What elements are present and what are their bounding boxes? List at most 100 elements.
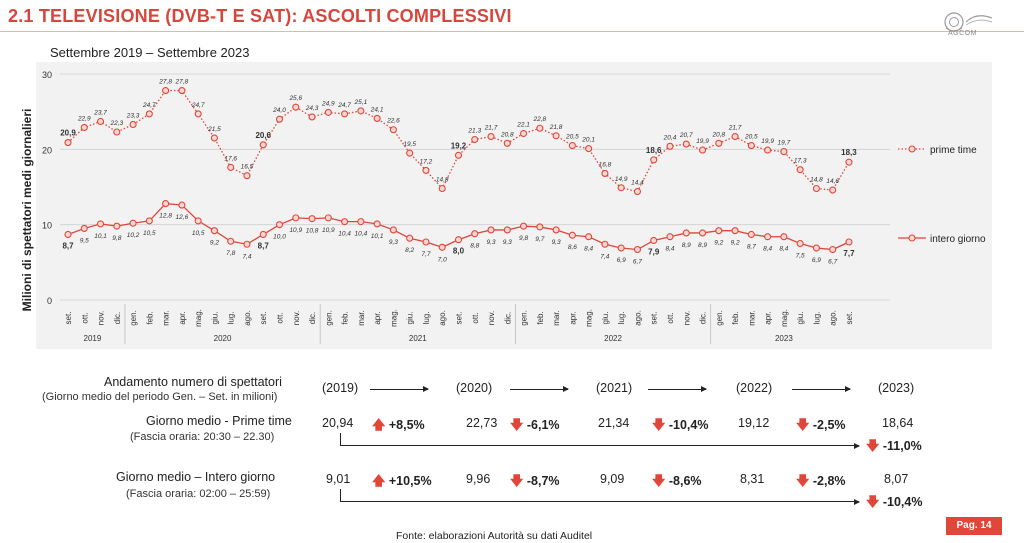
- intero-giorno-point: [666, 233, 674, 241]
- prime-time-data-label: 25,6: [288, 95, 302, 102]
- intero-giorno-point: [145, 217, 153, 225]
- year-arrow: [792, 386, 851, 392]
- y-tick-label: 20: [42, 145, 52, 155]
- year-label: 2020: [214, 334, 232, 343]
- intero-giorno-data-label: 6,9: [812, 257, 821, 264]
- arrow-down-icon: 🡇: [866, 438, 880, 453]
- prime-time-data-label: 20,1: [581, 137, 595, 144]
- prime-time-point: [487, 132, 495, 141]
- prime-time-point: [471, 135, 479, 144]
- arrow-down-icon: 🡇: [796, 417, 810, 432]
- intero-giorno-point: [389, 226, 397, 234]
- x-tick-label: mar.: [552, 310, 561, 326]
- prime-time-point: [194, 110, 202, 118]
- x-tick-label: nov.: [97, 311, 106, 326]
- prime-time-point: [845, 158, 853, 166]
- year-label: 2023: [775, 334, 793, 343]
- intero-giorno-data-label: 9,7: [535, 236, 544, 243]
- intero-giorno-point: [129, 219, 137, 227]
- prime-change-2023: 🡇 -2,5%: [796, 416, 846, 438]
- x-tick-label: gen.: [715, 310, 724, 326]
- intero-giorno-data-label: 8,7: [258, 241, 270, 250]
- x-tick-label: mar.: [162, 310, 171, 326]
- prime-time-data-label: 14,9: [615, 176, 628, 183]
- prime-time-data-label: 24,7: [142, 102, 156, 109]
- x-tick-label: ott.: [471, 312, 480, 323]
- intero-giorno-point: [633, 245, 642, 254]
- line-chart: 0 10 20 30 Milioni di spettatori medi giorna…: [20, 70, 986, 344]
- prime-time-data-label: 20,5: [744, 134, 758, 141]
- intero-giorno-point: [308, 215, 316, 223]
- prime-time-data-label: 19,7: [778, 140, 791, 147]
- prime-time-point: [731, 132, 739, 141]
- prime-time-data-label: 24,9: [321, 100, 335, 107]
- intero-giorno-data-label: 10,8: [306, 228, 319, 235]
- x-tick-label: ago.: [243, 310, 252, 326]
- intero-giorno-point: [194, 217, 202, 225]
- intero-giorno-point: [341, 218, 349, 226]
- prime-time-point: [96, 117, 105, 126]
- intero-giorno-data-label: 8,0: [453, 247, 465, 256]
- prime-time-sublabel: (Fascia oraria: 20:30 – 22.30): [130, 431, 275, 443]
- prime-time-data-label: 20,6: [255, 131, 271, 140]
- day-total-bracket: [340, 489, 860, 505]
- prime-time-point: [129, 120, 137, 129]
- intero-giorno-point: [520, 222, 528, 230]
- intero-giorno-point: [96, 220, 105, 228]
- intero-giorno-data-label: 10,2: [127, 232, 140, 239]
- prime-time-point: [227, 163, 235, 171]
- x-tick-label: feb.: [341, 311, 350, 324]
- day-value-2020: 9,96: [466, 472, 491, 486]
- intero-giorno-point: [259, 230, 267, 239]
- intero-giorno-point: [715, 227, 723, 235]
- intero-giorno-data-label: 12,6: [176, 214, 189, 221]
- prime-value-2019: 20,94: [322, 416, 354, 430]
- x-tick-label: set.: [259, 312, 268, 325]
- y-tick-label: 0: [47, 296, 52, 306]
- intero-giorno-point: [80, 224, 88, 232]
- x-tick-label: ago.: [438, 310, 447, 326]
- x-tick-label: giu.: [210, 312, 219, 325]
- day-change-2023: 🡇 -2,8%: [796, 472, 846, 494]
- prime-time-data-label: 17,2: [420, 158, 433, 165]
- day-sublabel: (Fascia oraria: 02:00 – 25:59): [126, 488, 271, 500]
- prime-time-point: [308, 113, 316, 121]
- x-tick-label: mag.: [780, 309, 789, 327]
- arrow-down-icon: 🡇: [652, 473, 666, 488]
- prime-time-data-label: 18,6: [646, 146, 662, 155]
- prime-change-2020: 🡅 +8,5%: [372, 416, 425, 438]
- intero-giorno-point: [503, 226, 511, 234]
- x-tick-label: ago.: [633, 310, 642, 326]
- intero-giorno-point: [210, 227, 218, 235]
- intero-giorno-data-label: 9,2: [731, 240, 740, 247]
- intero-giorno-data-label: 10,4: [338, 231, 351, 238]
- prime-total-change: 🡇 -11,0%: [866, 437, 922, 459]
- intero-giorno-data-label: 8,4: [779, 246, 788, 253]
- prime-time-point: [666, 142, 674, 150]
- y-axis-label: Milioni di spettatori medi giornalieri: [20, 109, 34, 312]
- x-tick-label: dic.: [308, 312, 317, 324]
- prime-time-data-label: 21,3: [467, 128, 481, 135]
- intero-giorno-point: [178, 201, 186, 209]
- prime-time-label: Giorno medio - Prime time: [146, 414, 292, 428]
- year-label: 2019: [84, 334, 102, 343]
- intero-giorno-data-label: 7,9: [648, 247, 660, 256]
- intero-giorno-point: [373, 220, 381, 228]
- prime-time-data-label: 24,3: [305, 105, 319, 112]
- chart-subtitle: Settembre 2019 – Settembre 2023: [50, 45, 250, 60]
- x-tick-label: ago.: [829, 310, 838, 326]
- intero-giorno-point: [812, 244, 820, 252]
- intero-giorno-data-label: 9,5: [80, 237, 89, 244]
- prime-time-point: [568, 142, 576, 150]
- prime-time-data-label: 19,2: [451, 141, 467, 150]
- x-tick-label: ott.: [80, 312, 89, 323]
- prime-time-point: [80, 123, 88, 132]
- x-tick-label: lug.: [617, 312, 626, 325]
- intero-giorno-data-label: 9,3: [486, 239, 495, 246]
- prime-time-point: [650, 156, 658, 164]
- prime-time-point: [764, 146, 772, 154]
- prime-time-data-label: 19,9: [761, 138, 774, 145]
- year-label: 2021: [409, 334, 427, 343]
- year-2022: (2022): [736, 381, 773, 395]
- prime-time-data-label: 16,5: [241, 164, 254, 171]
